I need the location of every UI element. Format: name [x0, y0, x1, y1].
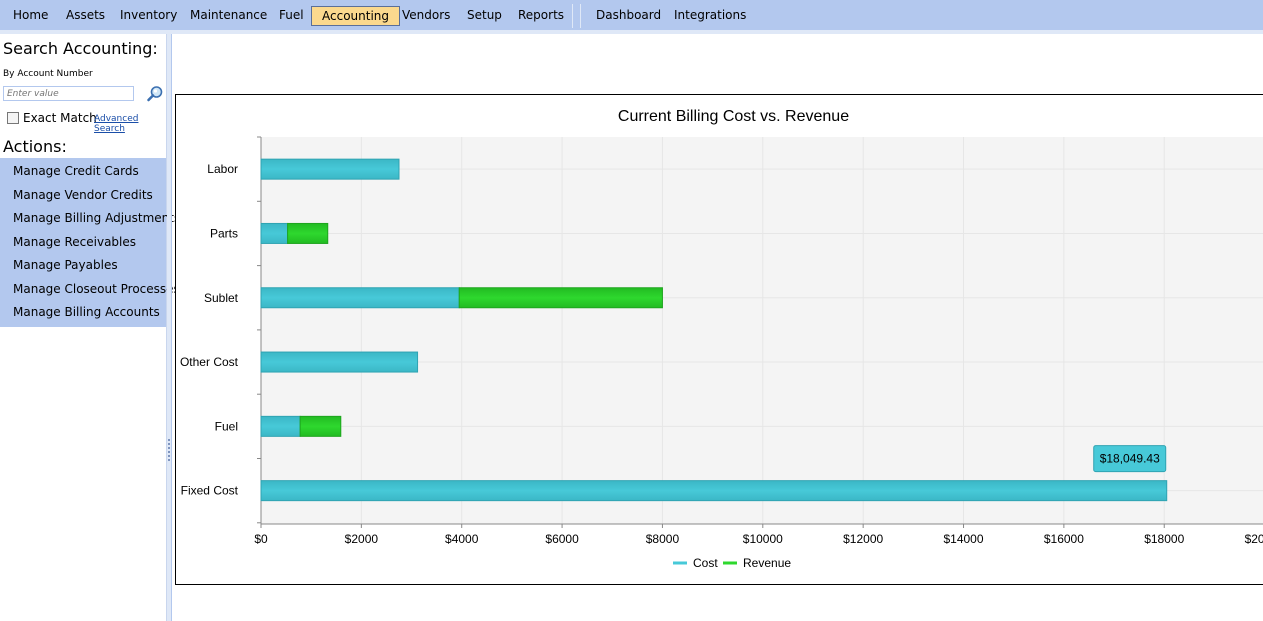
menu-reports[interactable]: Reports: [518, 8, 565, 22]
splitter-grip[interactable]: [168, 439, 170, 461]
menu-dashboard[interactable]: Dashboard: [596, 8, 662, 22]
category-label: Fixed Cost: [181, 484, 239, 498]
x-tick-label: $18000: [1144, 532, 1184, 546]
menu-assets[interactable]: Assets: [66, 8, 106, 22]
revenue-bar: [458, 287, 663, 309]
action-manage-vendor-credits[interactable]: Manage Vendor Credits: [13, 187, 153, 202]
action-manage-closeout-processes[interactable]: Manage Closeout Processes: [13, 281, 180, 296]
menu-vendors[interactable]: Vendors: [402, 8, 451, 22]
value-tooltip-label: $18,049.43: [1100, 452, 1160, 466]
billing-chart: $0 $2000 $4000 $6000 $8000 $10000 $12000 $14000…: [180, 136, 1263, 570]
x-tick-label: $4000: [445, 532, 479, 546]
category-label: Fuel: [215, 419, 238, 433]
actions-title: Actions:: [3, 137, 67, 156]
revenue-bar: [287, 222, 329, 244]
menu-separator: [572, 4, 573, 28]
cost-bar: [260, 158, 400, 180]
cost-bar: [260, 222, 289, 244]
cost-bar: [260, 480, 1168, 502]
exact-match-label: Exact Match: [23, 111, 97, 125]
action-manage-receivables[interactable]: Manage Receivables: [13, 234, 137, 249]
exact-match-checkbox[interactable]: [7, 112, 19, 124]
x-tick-label: $6000: [545, 532, 579, 546]
cost-bar: [260, 415, 301, 437]
search-by-label: By Account Number: [3, 69, 93, 79]
x-tick-label: $14000: [943, 532, 983, 546]
category-label: Labor: [207, 162, 238, 176]
category-label: Parts: [210, 226, 238, 240]
x-tick-label: $10000: [743, 532, 783, 546]
menu-inventory[interactable]: Inventory: [120, 8, 178, 22]
legend-label: Revenue: [743, 556, 791, 570]
action-manage-credit-cards[interactable]: Manage Credit Cards: [13, 164, 139, 178]
x-tick-label: $20000: [1245, 532, 1263, 546]
x-tick-label: $16000: [1044, 532, 1084, 546]
main-menu-bar: Home Assets Inventory Maintenance Fuel A…: [0, 0, 1263, 34]
advanced-search-link[interactable]: Advanced Search: [94, 114, 139, 134]
menu-integrations[interactable]: Integrations: [674, 8, 747, 22]
search-title: Search Accounting:: [3, 39, 158, 58]
menu-fuel[interactable]: Fuel: [279, 8, 304, 22]
action-manage-payables[interactable]: Manage Payables: [13, 258, 118, 272]
menu-setup[interactable]: Setup: [467, 8, 502, 22]
menu-accounting[interactable]: Accounting: [311, 6, 401, 26]
revenue-bar: [299, 415, 342, 437]
category-label: Other Cost: [180, 355, 239, 369]
billing-chart-panel: Current Billing Cost vs. Revenue $0 $2000…: [175, 94, 1263, 585]
menu-maintenance[interactable]: Maintenance: [190, 8, 268, 22]
search-icon[interactable]: [146, 85, 164, 103]
action-manage-billing-adjustments[interactable]: Manage Billing Adjustments: [13, 211, 181, 225]
action-manage-billing-accounts[interactable]: Manage Billing Accounts: [13, 305, 160, 319]
x-tick-label: $2000: [345, 532, 379, 546]
actions-list: Manage Credit Cards Manage Vendor Credit…: [0, 158, 181, 327]
left-panel: Search Accounting: By Account Number Exa…: [0, 34, 181, 621]
menu-home[interactable]: Home: [13, 8, 49, 22]
cost-bar: [260, 351, 419, 373]
menu-separator: [580, 4, 581, 28]
value-tooltip: [1093, 445, 1167, 473]
legend-label: Cost: [693, 556, 718, 570]
x-tick-label: $0: [254, 532, 268, 546]
chart-title: Current Billing Cost vs. Revenue: [617, 108, 850, 125]
x-tick-label: $8000: [646, 532, 680, 546]
x-tick-label: $12000: [843, 532, 883, 546]
account-number-input[interactable]: [3, 86, 134, 101]
panel-splitter[interactable]: [167, 34, 172, 621]
category-label: Sublet: [204, 291, 239, 305]
cost-bar: [260, 287, 460, 309]
